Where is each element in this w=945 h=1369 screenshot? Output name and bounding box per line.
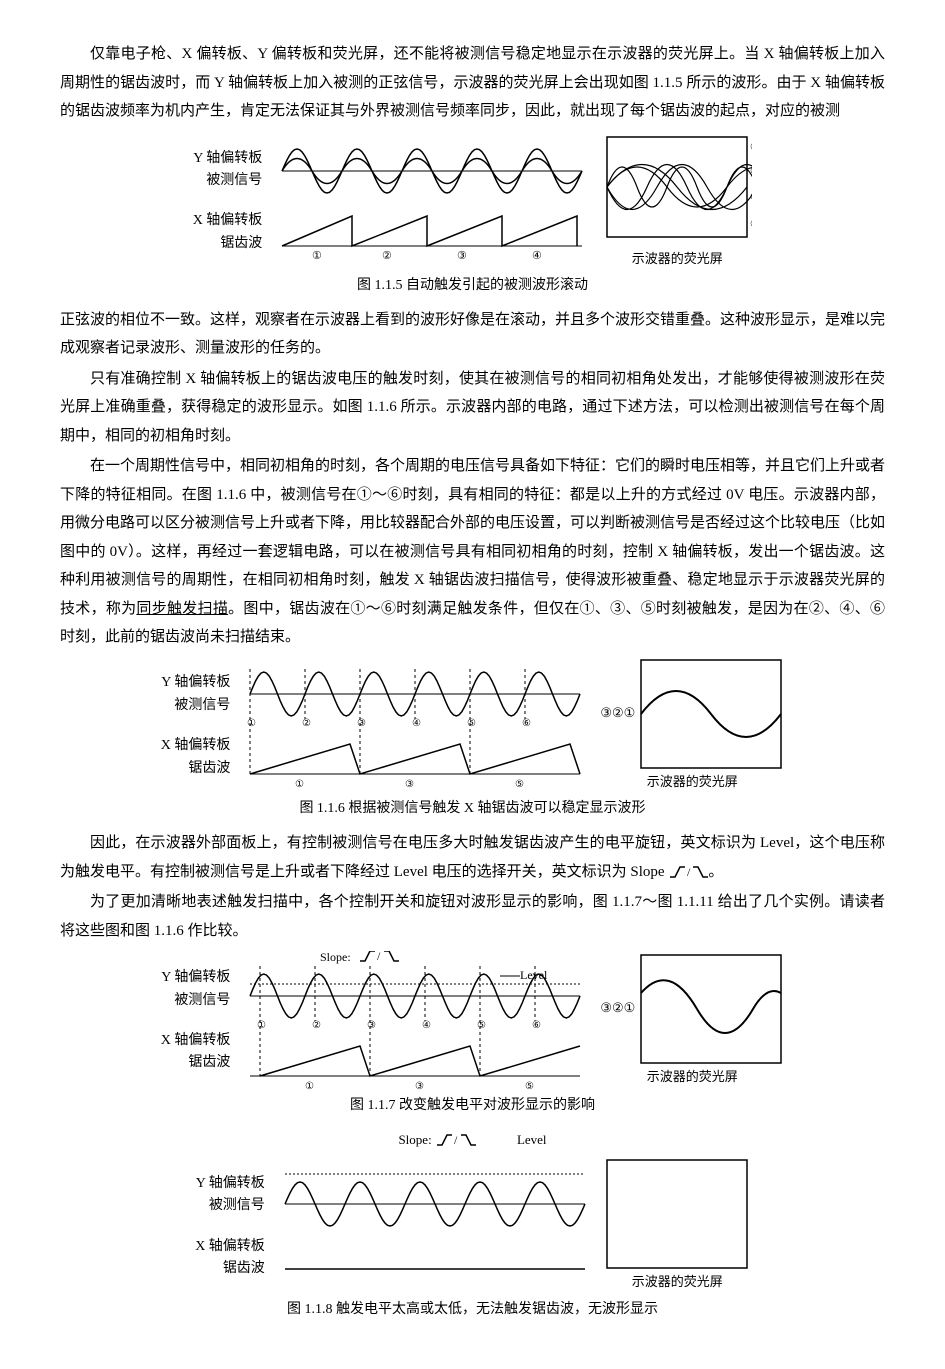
fig-left-labels: Y 轴偏转板被测信号 X 轴偏转板锯齿波 bbox=[195, 1167, 265, 1287]
svg-text:⑤: ⑤ bbox=[477, 1020, 486, 1031]
figure-116: Y 轴偏转板被测信号 X 轴偏转板锯齿波 ① ② ③ ④ ⑤ ⑥ ① bbox=[60, 658, 885, 795]
figure-117: Y 轴偏转板被测信号 X 轴偏转板锯齿波 Slope: / Level bbox=[60, 951, 885, 1091]
paragraph: 因此，在示波器外部面板上，有控制被测信号在电压多大时触发锯齿波产生的电平旋钮，英… bbox=[60, 829, 885, 886]
svg-text:⑤: ⑤ bbox=[467, 718, 476, 729]
svg-text:①: ① bbox=[305, 1081, 314, 1091]
fig117-screen bbox=[639, 953, 784, 1065]
paragraph: 正弦波的相位不一致。这样，观察者在示波器上看到的波形好像是在滚动，并且多个波形交… bbox=[60, 306, 885, 363]
svg-text:④: ④ bbox=[532, 250, 542, 261]
svg-text:/: / bbox=[687, 865, 691, 879]
caption-117: 图 1.1.7 改变触发电平对波形显示的影响 bbox=[60, 1093, 885, 1120]
svg-text:②: ② bbox=[382, 250, 392, 261]
svg-text:/: / bbox=[377, 951, 381, 963]
caption-118: 图 1.1.8 触发电平太高或太低，无法触发锯齿波，无波形显示 bbox=[60, 1297, 885, 1324]
figure-118: Slope: / Level Y 轴偏转板被测信号 X 轴偏转板锯齿波 示波器的… bbox=[60, 1126, 885, 1295]
svg-text:②: ② bbox=[312, 1020, 321, 1031]
slope-icon: / bbox=[668, 865, 708, 879]
svg-text:⑤: ⑤ bbox=[515, 779, 524, 789]
paragraph: 在一个周期性信号中，相同初相角的时刻，各个周期的电压信号具备如下特征：它们的瞬时… bbox=[60, 452, 885, 652]
paragraph: 仅靠电子枪、X 偏转板、Y 偏转板和荧光屏，还不能将被测信号稳定地显示在示波器的… bbox=[60, 40, 885, 126]
svg-text:②: ② bbox=[302, 718, 311, 729]
svg-text:④: ④ bbox=[750, 219, 752, 230]
svg-text:③: ③ bbox=[750, 142, 752, 153]
screen-caption: 示波器的荧光屏 bbox=[602, 247, 752, 272]
fig116-waveforms: ① ② ③ ④ ⑤ ⑥ ① ③ ⑤ bbox=[240, 664, 590, 789]
fig117-screen-group: ③②① 示波器的荧光屏 bbox=[600, 953, 784, 1090]
svg-text:③: ③ bbox=[405, 779, 414, 789]
fig116-screen bbox=[639, 658, 784, 770]
fig115-waveforms: ① ② ③ ④ bbox=[272, 141, 592, 261]
svg-text:Slope:: Slope: bbox=[320, 951, 351, 964]
svg-text:④: ④ bbox=[412, 718, 421, 729]
svg-text:③: ③ bbox=[367, 1020, 376, 1031]
fig118-waveforms bbox=[275, 1169, 595, 1284]
svg-text:③: ③ bbox=[357, 718, 366, 729]
fig-left-labels: Y 轴偏转板被测信号 X 轴偏转板锯齿波 bbox=[161, 961, 231, 1081]
fig117-waveforms: Slope: / Level ① ② ③ ④ ⑤ ⑥ bbox=[240, 951, 590, 1091]
svg-text:⑥: ⑥ bbox=[532, 1020, 541, 1031]
svg-text:①: ① bbox=[257, 1020, 266, 1031]
fig-left-labels: Y 轴偏转板被测信号 X 轴偏转板锯齿波 bbox=[161, 666, 231, 786]
screen-caption: 示波器的荧光屏 bbox=[600, 770, 784, 795]
svg-text:①: ① bbox=[295, 779, 304, 789]
svg-text:⑤: ⑤ bbox=[525, 1081, 534, 1091]
figure-115: Y 轴偏转板被测信号 X 轴偏转板锯齿波 ① ② ③ ④ bbox=[60, 132, 885, 272]
svg-text:③: ③ bbox=[457, 250, 467, 261]
svg-text:/: / bbox=[454, 1133, 458, 1147]
caption-115: 图 1.1.5 自动触发引起的被测波形滚动 bbox=[60, 273, 885, 300]
svg-text:③: ③ bbox=[415, 1081, 424, 1091]
svg-text:①: ① bbox=[750, 166, 752, 177]
screen-caption: 示波器的荧光屏 bbox=[605, 1270, 750, 1295]
svg-text:②: ② bbox=[750, 192, 752, 203]
fig115-screen-group: ③ ① ② ④ 示波器的荧光屏 bbox=[602, 132, 752, 272]
fig116-screen-group: ③②① 示波器的荧光屏 bbox=[600, 658, 784, 795]
paragraph: 只有准确控制 X 轴偏转板上的锯齿波电压的触发时刻，使其在被测信号的相同初相角处… bbox=[60, 365, 885, 451]
svg-text:①: ① bbox=[247, 718, 256, 729]
fig118-header: Slope: / Level bbox=[60, 1126, 885, 1155]
screen-caption: 示波器的荧光屏 bbox=[600, 1065, 784, 1090]
svg-text:⑥: ⑥ bbox=[522, 718, 531, 729]
svg-text:Level: Level bbox=[520, 968, 548, 982]
paragraph: 为了更加清晰地表述触发扫描中，各个控制开关和旋钮对波形显示的影响，图 1.1.7… bbox=[60, 888, 885, 945]
fig115-screen: ③ ① ② ④ bbox=[602, 132, 752, 247]
caption-116: 图 1.1.6 根据被测信号触发 X 轴锯齿波可以稳定显示波形 bbox=[60, 796, 885, 823]
fig118-screen bbox=[605, 1158, 750, 1270]
fig-left-labels: Y 轴偏转板被测信号 X 轴偏转板锯齿波 bbox=[193, 142, 263, 262]
svg-text:①: ① bbox=[312, 250, 322, 261]
svg-text:④: ④ bbox=[422, 1020, 431, 1031]
fig118-screen-group: 示波器的荧光屏 bbox=[605, 1158, 750, 1295]
